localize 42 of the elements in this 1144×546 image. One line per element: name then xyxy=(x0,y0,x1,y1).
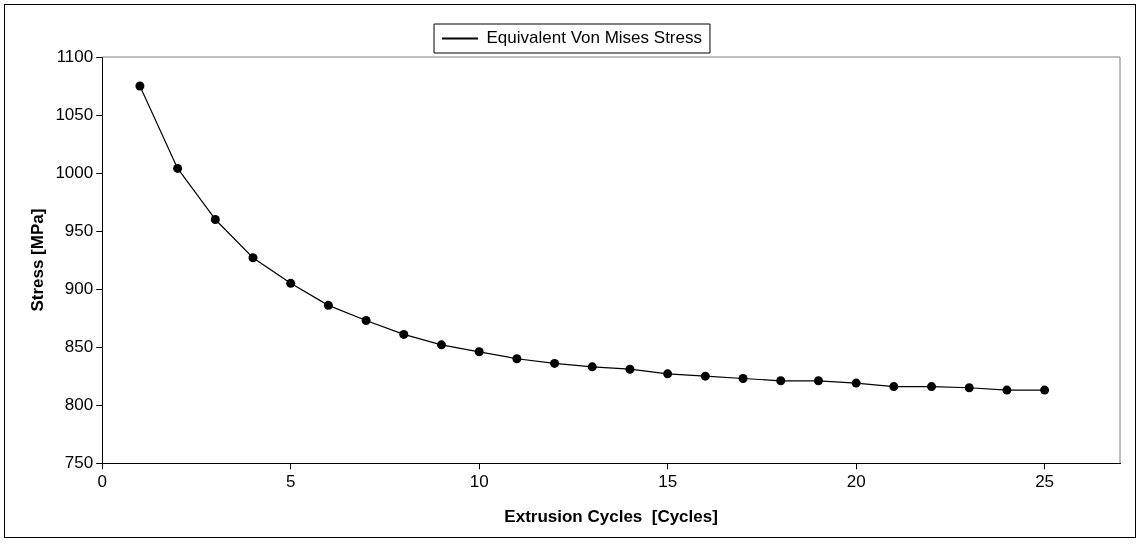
point xyxy=(436,340,446,350)
legend-label: Equivalent Von Mises Stress xyxy=(486,28,702,48)
point xyxy=(587,362,597,372)
point xyxy=(474,347,484,357)
y-tick-label: 950 xyxy=(64,220,94,240)
point xyxy=(738,373,748,383)
point xyxy=(889,382,899,392)
y-tick-label: 750 xyxy=(64,452,94,472)
point xyxy=(813,376,823,386)
point xyxy=(512,354,522,364)
y-tick-label: 1100 xyxy=(56,46,94,66)
x-tick-label: 20 xyxy=(846,472,866,492)
y-axis-title: Stress [MPa] xyxy=(27,208,47,312)
x-tick-label: 0 xyxy=(97,472,107,492)
y-tick-label: 1000 xyxy=(55,162,94,182)
y-tick-label: 800 xyxy=(64,394,94,414)
y-tick-label: 900 xyxy=(64,278,94,298)
point xyxy=(927,382,937,392)
y-tick-label: 1050 xyxy=(55,104,94,124)
point xyxy=(1002,385,1012,395)
point xyxy=(173,163,183,173)
point xyxy=(248,253,258,263)
point xyxy=(776,376,786,386)
point xyxy=(286,278,296,288)
x-tick-label: 15 xyxy=(658,472,678,492)
point xyxy=(323,300,333,310)
point xyxy=(210,214,220,224)
x-tick-label: 10 xyxy=(469,472,489,492)
point xyxy=(361,315,371,325)
y-tick-label: 850 xyxy=(64,336,94,356)
point xyxy=(700,371,710,381)
point xyxy=(663,369,673,379)
point xyxy=(550,358,560,368)
point xyxy=(399,329,409,339)
point xyxy=(1040,385,1050,395)
point xyxy=(851,378,861,388)
point xyxy=(625,364,635,374)
point xyxy=(964,383,974,393)
x-tick-label: 5 xyxy=(285,472,296,492)
point xyxy=(135,81,145,91)
x-axis-title: Extrusion Cycles [Cycles] xyxy=(504,507,718,527)
x-tick-label: 25 xyxy=(1035,472,1055,492)
